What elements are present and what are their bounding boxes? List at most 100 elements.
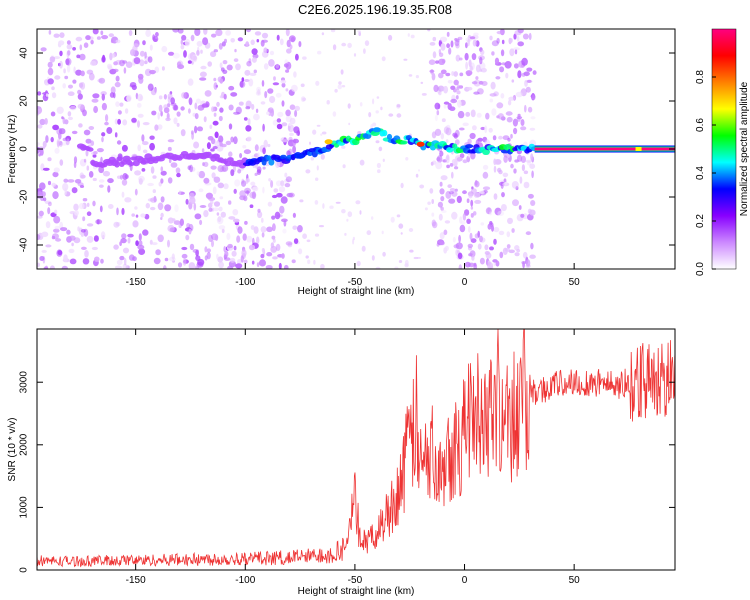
noise-blob (144, 60, 148, 65)
noise-blob (37, 106, 43, 114)
noise-blob (235, 263, 243, 269)
noise-blob (160, 217, 163, 220)
noise-blob (62, 117, 66, 125)
noise-blob (503, 155, 508, 163)
noise-blob (438, 58, 446, 65)
noise-blob (276, 34, 280, 41)
noise-blob (346, 218, 349, 222)
noise-blob (167, 139, 175, 143)
noise-blob (98, 179, 105, 183)
noise-blob (108, 33, 115, 38)
noise-blob (516, 116, 523, 120)
noise-blob (102, 170, 111, 177)
noise-blob (520, 213, 525, 218)
noise-blob (225, 30, 232, 36)
noise-blob (154, 124, 159, 131)
noise-blob (141, 134, 145, 142)
noise-blob (58, 62, 61, 67)
noise-blob (260, 226, 267, 233)
noise-blob (298, 41, 302, 48)
noise-blob (321, 131, 327, 135)
noise-blob (226, 64, 233, 71)
noise-blob (280, 196, 288, 204)
noise-blob (366, 230, 372, 236)
colorbar-tick-label: 0.4 (695, 166, 706, 180)
noise-blob (515, 186, 519, 191)
colorbar-tick-label: 0.2 (695, 214, 706, 228)
noise-blob (246, 29, 251, 33)
noise-blob (501, 62, 506, 66)
noise-blob (135, 214, 139, 218)
noise-blob (272, 82, 280, 86)
noise-blob (183, 50, 187, 58)
noise-blob (312, 129, 317, 135)
noise-blob (52, 124, 59, 131)
noise-blob (117, 110, 122, 115)
noise-blob (218, 261, 225, 269)
noise-blob (210, 165, 217, 170)
noise-blob (500, 93, 505, 99)
noise-blob (479, 56, 483, 65)
noise-blob (513, 47, 520, 51)
noise-blob (54, 147, 60, 154)
noise-blob (221, 228, 225, 234)
noise-blob (261, 248, 265, 253)
noise-blob (188, 108, 191, 114)
noise-blob (381, 230, 384, 235)
noise-blob (115, 222, 121, 227)
noise-blob (45, 221, 51, 229)
noise-blob (294, 110, 298, 117)
noise-blob (266, 226, 273, 233)
noise-blob (491, 51, 495, 56)
noise-blob (241, 77, 245, 82)
noise-blob (227, 265, 233, 269)
noise-blob (62, 137, 68, 142)
noise-blob (180, 44, 185, 50)
noise-blob (404, 259, 409, 266)
noise-blob (501, 192, 505, 198)
noise-blob (76, 54, 81, 59)
noise-blob (513, 63, 519, 69)
noise-blob (41, 231, 49, 238)
noise-blob (494, 207, 502, 216)
noise-blob (50, 111, 56, 117)
noise-blob (168, 158, 172, 164)
noise-blob (137, 244, 145, 250)
noise-blob (453, 71, 459, 77)
noise-blob (212, 120, 219, 126)
noise-blob (59, 60, 63, 69)
noise-blob (298, 248, 303, 255)
noise-blob (134, 206, 138, 210)
noise-blob (187, 60, 192, 64)
noise-blob (439, 181, 443, 187)
noise-blob (109, 92, 115, 98)
noise-blob (144, 51, 147, 59)
noise-blob (415, 75, 419, 79)
noise-blob (61, 116, 64, 120)
noise-blob (212, 186, 217, 195)
noise-blob (341, 85, 346, 88)
noise-blob (122, 247, 130, 254)
noise-blob (438, 72, 444, 79)
noise-blob (517, 41, 524, 47)
noise-blob (471, 255, 475, 261)
noise-blob (79, 44, 83, 51)
noise-blob (104, 121, 109, 126)
noise-blob (443, 101, 450, 105)
noise-blob (408, 74, 413, 77)
noise-blob (142, 40, 146, 46)
noise-blob (233, 136, 238, 145)
noise-blob (320, 133, 323, 136)
noise-blob (285, 69, 290, 73)
noise-blob (142, 149, 148, 154)
noise-blob (113, 221, 120, 228)
noise-blob (180, 129, 186, 137)
noise-blob (342, 164, 346, 169)
noise-blob (123, 258, 127, 266)
noise-blob (274, 211, 281, 220)
noise-blob (260, 101, 266, 105)
noise-blob (138, 248, 146, 255)
noise-blob (484, 251, 490, 255)
noise-blob (112, 68, 119, 73)
noise-blob (238, 101, 244, 106)
